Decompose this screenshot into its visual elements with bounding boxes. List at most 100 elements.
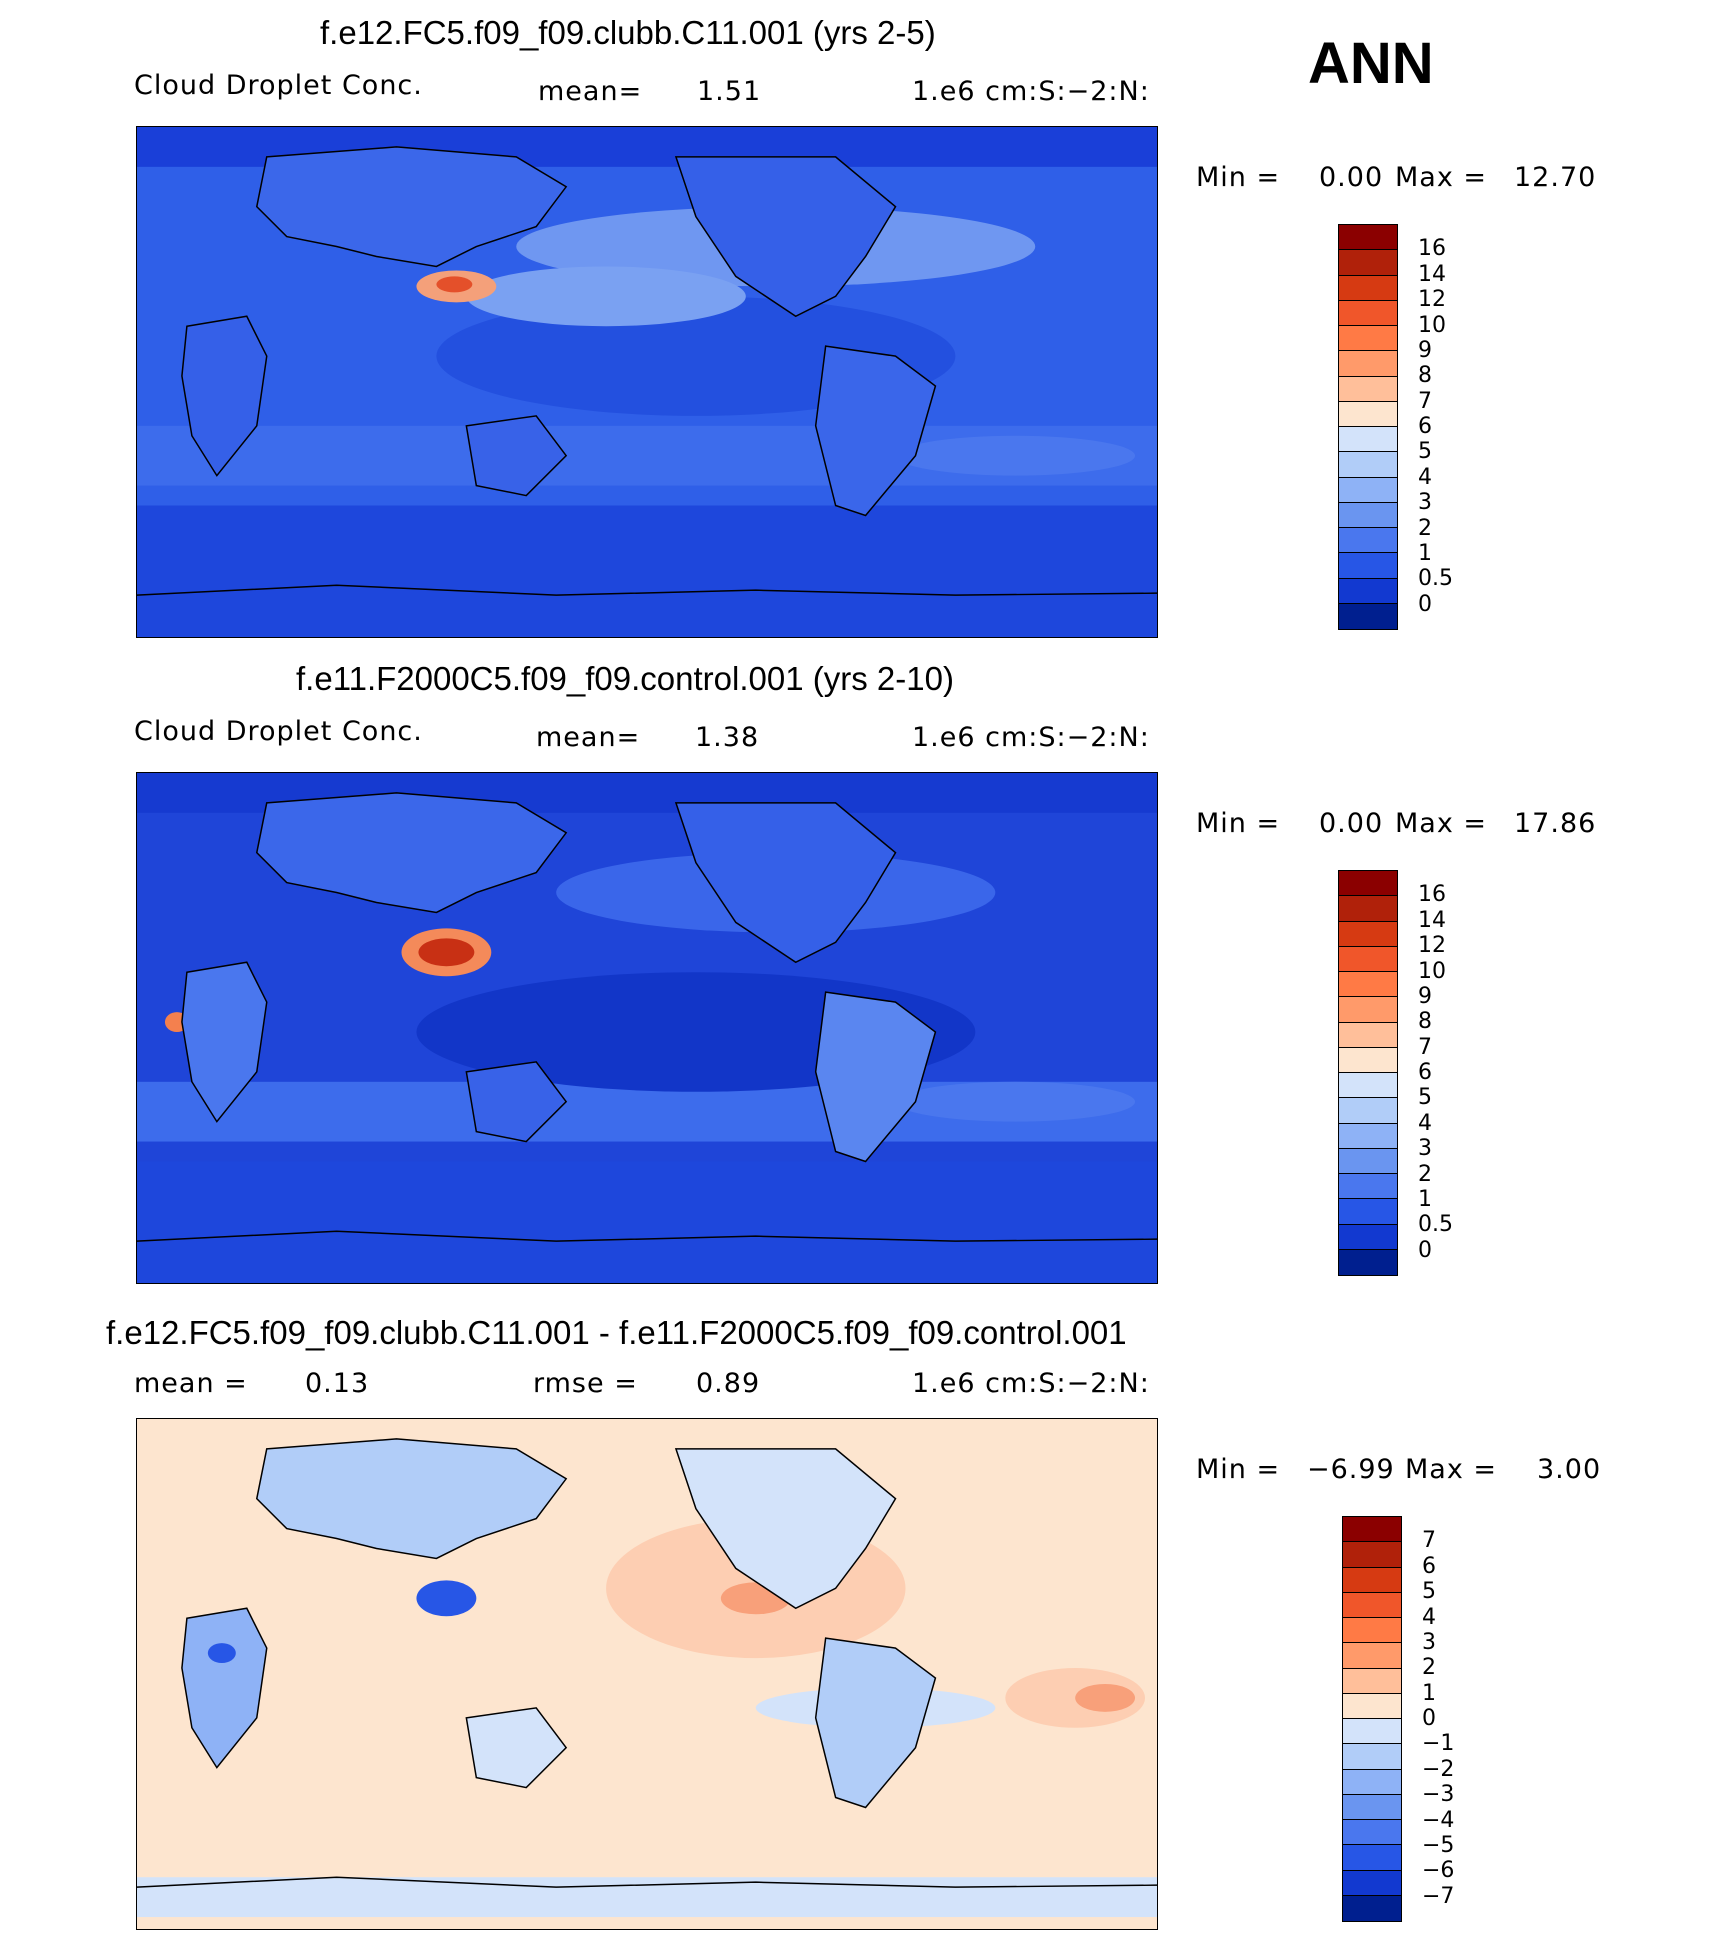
colorbar-tick-label: 4 bbox=[1422, 1604, 1436, 1630]
colorbar-swatch bbox=[1339, 401, 1397, 427]
colorbar-swatch bbox=[1343, 1592, 1401, 1618]
north-america-shape bbox=[674, 802, 897, 964]
colorbar-swatch bbox=[1343, 1895, 1401, 1921]
panel2-mean-value: 1.38 bbox=[695, 722, 760, 753]
colorbar-swatch bbox=[1339, 225, 1397, 251]
colorbar-tick-label: 16 bbox=[1418, 236, 1446, 262]
colorbar-swatch bbox=[1339, 553, 1397, 579]
panel2-max-value: 17.86 bbox=[1514, 808, 1597, 839]
panel3-rmse-value: 0.89 bbox=[696, 1368, 761, 1399]
colorbar-swatch bbox=[1339, 603, 1397, 629]
colorbar-tick-label: 16 bbox=[1418, 882, 1446, 908]
panel1-max-value: 12.70 bbox=[1514, 162, 1597, 193]
panel2-map bbox=[136, 772, 1158, 1284]
panel1-mean-value: 1.51 bbox=[697, 76, 762, 107]
panel3-min-value: −6.99 bbox=[1307, 1454, 1395, 1485]
colorbar-tick-label: 5 bbox=[1418, 1085, 1432, 1111]
colorbar-swatch bbox=[1339, 351, 1397, 377]
africa-shape bbox=[181, 315, 268, 477]
colorbar-tick-label: 5 bbox=[1418, 439, 1432, 465]
eurasia-shape bbox=[255, 146, 568, 268]
colorbar-swatch bbox=[1343, 1643, 1401, 1669]
colorbar-swatch bbox=[1339, 427, 1397, 453]
colorbar-tick-label: −1 bbox=[1422, 1731, 1455, 1757]
panel2-units: 1.e6 cm:S:−2:N: bbox=[912, 722, 1150, 753]
panel1-min-label: Min = bbox=[1196, 162, 1281, 193]
colorbar-tick-label: 0 bbox=[1418, 1237, 1432, 1263]
panel3-mean-label: mean = bbox=[134, 1368, 248, 1399]
colorbar-swatch bbox=[1343, 1820, 1401, 1846]
colorbar-swatch bbox=[1343, 1719, 1401, 1745]
colorbar-swatch bbox=[1343, 1517, 1401, 1543]
east-asia-plume bbox=[466, 266, 746, 327]
colorbar-swatch bbox=[1339, 326, 1397, 352]
north-america-shape bbox=[674, 1448, 897, 1610]
antarctic-band bbox=[137, 1161, 1157, 1283]
colorbar-tick-label: 0 bbox=[1422, 1706, 1436, 1731]
panel1-mean-label: mean= bbox=[538, 76, 643, 107]
panel2-variable-label: Cloud Droplet Conc. bbox=[134, 716, 423, 747]
panel3-map bbox=[136, 1418, 1158, 1930]
panel3-mean-value: 0.13 bbox=[305, 1368, 370, 1399]
colorbar-swatch bbox=[1343, 1542, 1401, 1568]
panel2-min-label: Min = bbox=[1196, 808, 1281, 839]
panel1-map-svg bbox=[137, 127, 1157, 637]
colorbar-swatch bbox=[1339, 1199, 1397, 1225]
antarctica-coast bbox=[137, 584, 1157, 596]
africa-shape bbox=[181, 961, 268, 1123]
colorbar-tick-label: 9 bbox=[1418, 337, 1432, 363]
atlantic-core bbox=[1075, 1683, 1136, 1712]
china-cool-core bbox=[416, 1580, 477, 1617]
panel3-max-value: 3.00 bbox=[1537, 1454, 1602, 1485]
panel3-units: 1.e6 cm:S:−2:N: bbox=[912, 1368, 1150, 1399]
colorbar-tick-label: 0.5 bbox=[1418, 566, 1453, 592]
eurasia-shape bbox=[255, 1438, 568, 1560]
colorbar-tick-label: 6 bbox=[1418, 1060, 1432, 1085]
panel3-title: f.e12.FC5.f09_f09.clubb.C11.001 - f.e11.… bbox=[106, 1314, 1127, 1351]
colorbar-tick-label: 3 bbox=[1418, 490, 1432, 516]
colorbar-swatch bbox=[1339, 1123, 1397, 1149]
colorbar-swatch bbox=[1343, 1668, 1401, 1694]
colorbar-swatch bbox=[1343, 1567, 1401, 1593]
colorbar-tick-label: 0.5 bbox=[1418, 1212, 1453, 1238]
colorbar-tick-label: 2 bbox=[1418, 515, 1432, 541]
colorbar-tick-label: 14 bbox=[1418, 907, 1446, 933]
colorbar-swatch bbox=[1343, 1618, 1401, 1644]
colorbar-tick-label: −2 bbox=[1422, 1756, 1455, 1782]
panel1-map bbox=[136, 126, 1158, 638]
panel1-max-label: Max = bbox=[1395, 162, 1488, 193]
colorbar-swatch bbox=[1339, 1148, 1397, 1174]
australia-shape bbox=[465, 1061, 568, 1143]
colorbar-swatch bbox=[1343, 1769, 1401, 1795]
colorbar-swatch bbox=[1339, 921, 1397, 947]
colorbar-swatch bbox=[1339, 502, 1397, 528]
colorbar-tick-label: 2 bbox=[1422, 1655, 1436, 1681]
colorbar-tick-label: 5 bbox=[1422, 1579, 1436, 1605]
panel1-colorbar bbox=[1338, 224, 1398, 630]
colorbar-swatch bbox=[1339, 452, 1397, 478]
panel3-rmse-label: rmse = bbox=[533, 1368, 638, 1399]
colorbar-swatch bbox=[1339, 896, 1397, 922]
panel2-colorbar bbox=[1338, 870, 1398, 1276]
antarctic-band bbox=[137, 1877, 1157, 1918]
colorbar-swatch bbox=[1339, 275, 1397, 301]
atlantic-warm bbox=[1005, 1668, 1146, 1728]
colorbar-tick-label: 6 bbox=[1422, 1553, 1436, 1579]
colorbar-tick-label: 6 bbox=[1418, 414, 1432, 439]
colorbar-tick-label: −6 bbox=[1422, 1858, 1455, 1884]
colorbar-swatch bbox=[1339, 578, 1397, 604]
south-atlantic-band bbox=[895, 435, 1136, 476]
panel2-title: f.e11.F2000C5.f09_f09.control.001 (yrs 2… bbox=[296, 660, 954, 697]
colorbar-tick-label: 7 bbox=[1422, 1528, 1436, 1554]
colorbar-swatch bbox=[1339, 972, 1397, 998]
colorbar-tick-label: 1 bbox=[1418, 1186, 1432, 1212]
panel3-max-label: Max = bbox=[1405, 1454, 1498, 1485]
colorbar-tick-label: −3 bbox=[1422, 1782, 1455, 1808]
panel3-map-svg bbox=[137, 1419, 1157, 1929]
colorbar-tick-label: 0 bbox=[1418, 591, 1432, 617]
antarctica-coast bbox=[137, 1876, 1157, 1888]
colorbar-tick-label: 10 bbox=[1418, 958, 1446, 984]
colorbar-swatch bbox=[1339, 1098, 1397, 1124]
colorbar-tick-label: 10 bbox=[1418, 312, 1446, 338]
colorbar-tick-label: −7 bbox=[1422, 1883, 1455, 1909]
